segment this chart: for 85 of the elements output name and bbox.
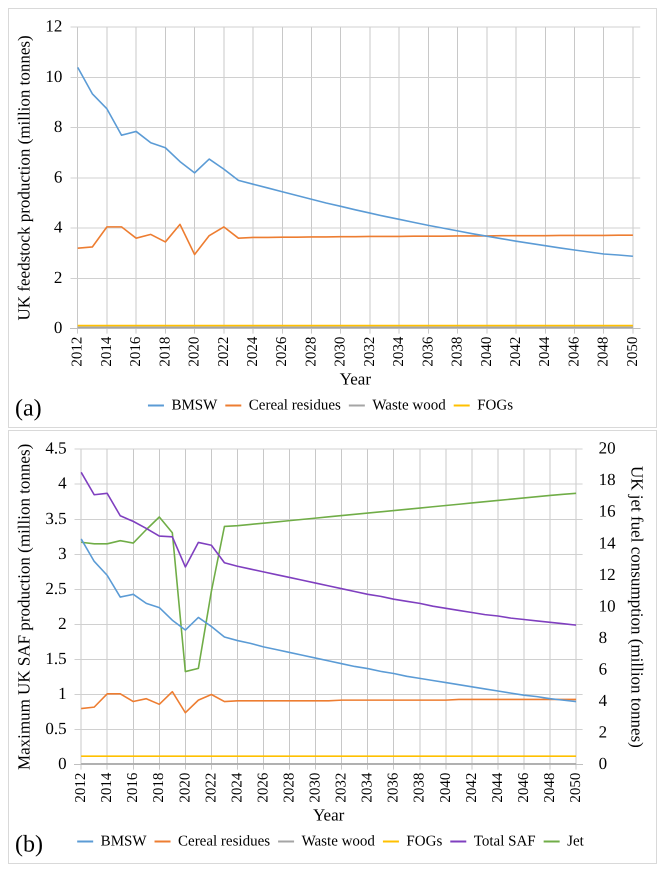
x-tick-label: 2016 bbox=[128, 336, 144, 367]
y2-tick-label: 18 bbox=[598, 470, 616, 490]
y2-tick-label: 16 bbox=[598, 502, 616, 521]
y2-tick-label: 4 bbox=[598, 690, 608, 710]
x-tick-label: 2030 bbox=[332, 336, 349, 367]
x-tick-label: 2014 bbox=[98, 336, 115, 367]
x-tick-label: 2046 bbox=[516, 772, 532, 803]
legend-label: Cereal residues bbox=[248, 397, 342, 414]
x-tick-label: 2028 bbox=[303, 336, 320, 367]
y2-tick-label: 20 bbox=[598, 438, 616, 458]
x-tick-label: 2018 bbox=[157, 336, 174, 367]
y-tick-label: 0 bbox=[54, 318, 62, 338]
y-tick-label: 3.5 bbox=[45, 508, 67, 528]
legend-label: BMSW bbox=[171, 397, 218, 414]
legend-label: Cereal residues bbox=[178, 833, 270, 850]
x-tick-label: 2046 bbox=[566, 336, 582, 367]
x-tick-label: 2044 bbox=[537, 336, 554, 367]
legend-label: FOGs bbox=[477, 397, 514, 414]
y-tick-label: 1.5 bbox=[45, 648, 67, 668]
x-tick-label: 2036 bbox=[420, 336, 436, 367]
x-tick-label: 2014 bbox=[99, 772, 116, 803]
x-tick-label: 2012 bbox=[70, 336, 86, 367]
x-tick-label: 2024 bbox=[229, 772, 246, 803]
legend-label: BMSW bbox=[100, 833, 148, 850]
x-tick-label: 2038 bbox=[450, 336, 466, 367]
y-tick-label: 0 bbox=[58, 754, 67, 774]
x-tick-label: 2026 bbox=[255, 772, 272, 803]
y-tick-label: 6 bbox=[54, 167, 62, 186]
x-tick-label: 2016 bbox=[125, 772, 142, 803]
x-tick-label: 2048 bbox=[596, 336, 612, 367]
x-tick-label: 2034 bbox=[360, 772, 376, 803]
legend-label: FOGs bbox=[406, 833, 442, 850]
y2-tick-label: 12 bbox=[598, 564, 616, 584]
x-tick-label: 2036 bbox=[386, 772, 402, 803]
y2-tick-label: 0 bbox=[598, 754, 608, 774]
y-tick-label: 4 bbox=[58, 474, 68, 493]
y-tick-label: 8 bbox=[54, 117, 62, 136]
x-tick-label: 2012 bbox=[73, 772, 90, 803]
legend-label: Waste wood bbox=[372, 397, 446, 414]
x-tick-label: 2050 bbox=[568, 772, 584, 803]
y2-tick-label: 2 bbox=[598, 722, 608, 742]
text: (b) bbox=[15, 831, 43, 858]
y-tick-label: 12 bbox=[45, 16, 62, 36]
x-tick-label: 2018 bbox=[151, 772, 168, 803]
y-tick-label: 4.5 bbox=[45, 438, 67, 458]
legend-label: Total SAF bbox=[474, 833, 536, 850]
text: (a) bbox=[15, 395, 42, 422]
x-tick-label: 2044 bbox=[490, 772, 506, 803]
y2-axis-title: UK jet fuel consumption (million tonnes) bbox=[627, 466, 646, 748]
x-tick-label: 2030 bbox=[308, 772, 324, 803]
x-tick-label: 2050 bbox=[624, 336, 641, 367]
legend-label: Waste wood bbox=[302, 833, 376, 850]
y-tick-label: 2.5 bbox=[45, 578, 67, 598]
y2-tick-label: 10 bbox=[598, 596, 616, 616]
y-tick-label: 1 bbox=[58, 684, 67, 703]
x-tick-label: 2040 bbox=[438, 772, 454, 803]
y2-tick-label: 8 bbox=[598, 628, 608, 647]
x-tick-label: 2040 bbox=[478, 336, 495, 367]
y-tick-label: 3 bbox=[58, 544, 67, 563]
x-tick-label: 2032 bbox=[362, 336, 378, 367]
y-axis-title: UK feedstock production (million tonnes) bbox=[14, 35, 34, 320]
y-tick-label: 10 bbox=[45, 66, 62, 86]
x-tick-label: 2038 bbox=[412, 772, 428, 803]
y-tick-label: 2 bbox=[58, 614, 67, 633]
x-axis-title: Year bbox=[312, 805, 345, 824]
x-axis-title: Year bbox=[340, 369, 372, 388]
y2-tick-label: 6 bbox=[598, 659, 608, 678]
x-tick-label: 2024 bbox=[244, 336, 261, 367]
x-tick-label: 2020 bbox=[177, 772, 194, 803]
y-axis-title: Maximum UK SAF production (million tonnes) bbox=[14, 444, 34, 770]
y-tick-label: 4 bbox=[54, 218, 63, 237]
x-tick-label: 2026 bbox=[274, 336, 290, 367]
x-tick-label: 2042 bbox=[464, 772, 480, 803]
x-tick-label: 2022 bbox=[203, 772, 220, 803]
y-tick-label: 2 bbox=[54, 268, 62, 287]
legend-label: Jet bbox=[567, 833, 585, 850]
y-tick-label: 0.5 bbox=[45, 719, 67, 738]
x-tick-label: 2028 bbox=[281, 772, 298, 803]
x-tick-label: 2042 bbox=[508, 336, 524, 367]
x-tick-label: 2032 bbox=[334, 772, 350, 803]
x-tick-label: 2022 bbox=[216, 336, 232, 367]
x-tick-label: 2020 bbox=[186, 336, 203, 367]
x-tick-label: 2048 bbox=[542, 772, 558, 803]
x-tick-label: 2034 bbox=[391, 336, 408, 367]
y2-tick-label: 14 bbox=[598, 533, 616, 552]
